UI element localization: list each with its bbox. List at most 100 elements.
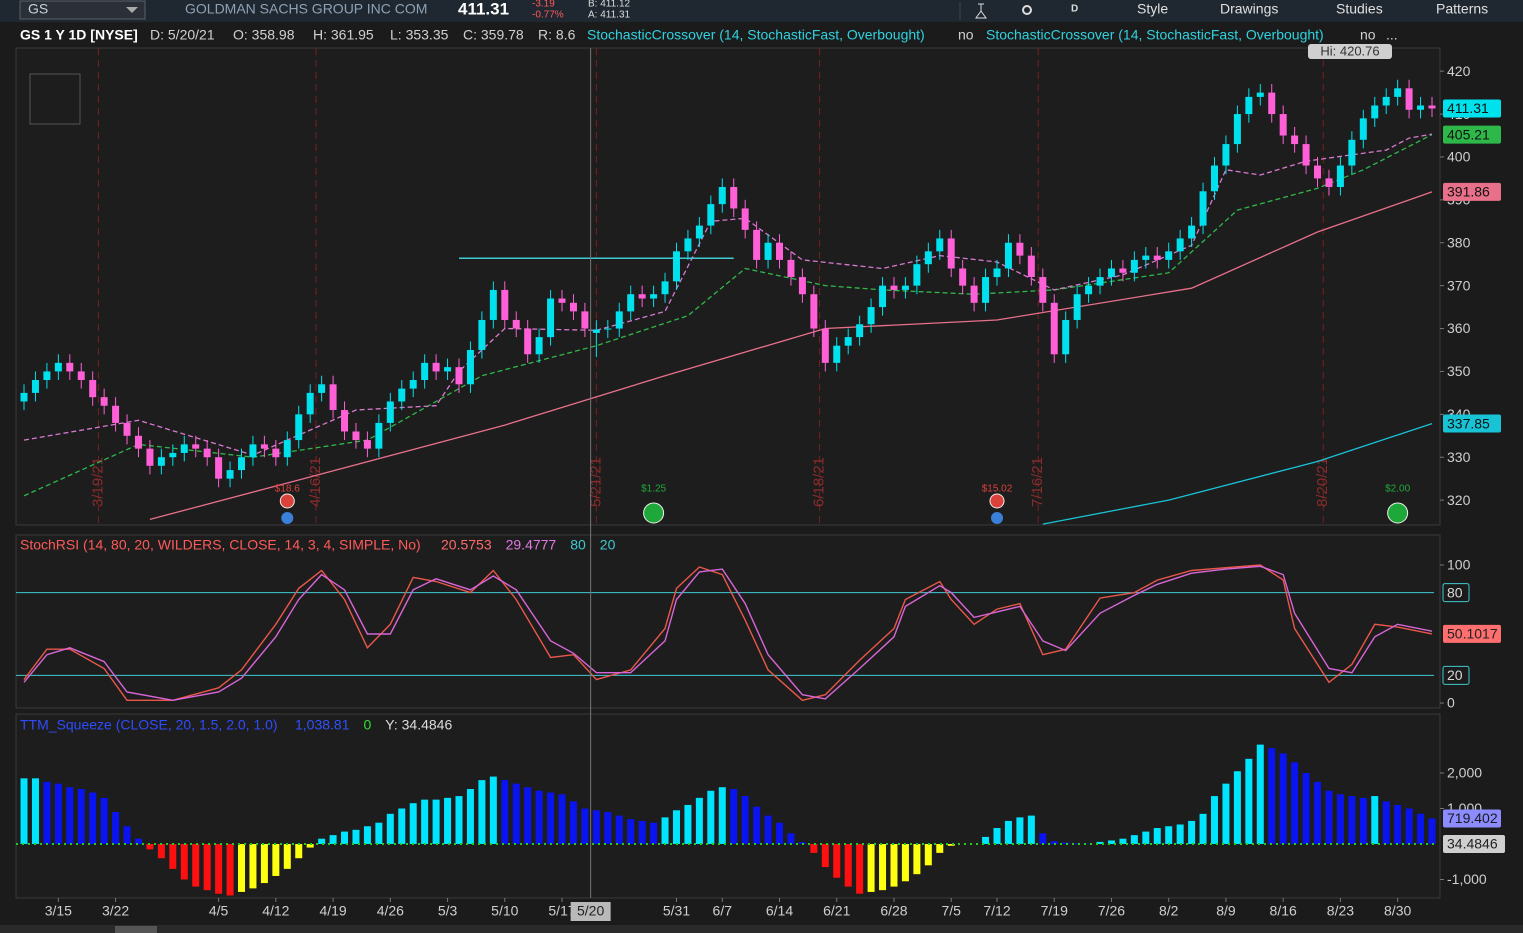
candle-body	[226, 470, 234, 479]
candle-body	[295, 414, 303, 441]
histogram-bar	[386, 813, 394, 845]
studies-button[interactable]: Studies	[1336, 1, 1383, 17]
candle-body	[982, 277, 990, 303]
y-tick-label: 350	[1447, 363, 1471, 379]
candle-body	[249, 444, 257, 458]
candle-body	[169, 452, 177, 458]
price-panel	[15, 47, 1441, 526]
candle-body	[1325, 178, 1333, 187]
candle-body	[134, 435, 142, 449]
histogram-bar	[123, 826, 131, 845]
value-box	[1443, 809, 1501, 828]
more[interactable]: ...	[1386, 27, 1398, 43]
info-open: O: 358.98	[233, 27, 295, 43]
histogram-bar	[753, 806, 761, 845]
candle-body	[1188, 225, 1196, 239]
candle-body	[260, 444, 268, 449]
last-price: 411.31	[458, 0, 509, 18]
candle-body	[1428, 105, 1436, 109]
histogram-bar	[615, 815, 623, 845]
histogram-bar	[157, 844, 165, 859]
candle-body	[1130, 259, 1138, 273]
y-tick-label: 330	[1447, 449, 1471, 465]
candle-body	[341, 410, 349, 432]
candle-body	[1096, 277, 1104, 286]
info-range: R: 8.6	[538, 27, 576, 43]
candle-body	[203, 448, 211, 458]
histogram-bar	[1096, 841, 1104, 845]
histogram-bar	[421, 799, 429, 845]
study-title: TTM_Squeeze (CLOSE, 20, 1.5, 2.0, 1.0)	[20, 717, 278, 733]
candle-body	[638, 294, 646, 299]
candle-body	[1199, 191, 1207, 226]
aggregation[interactable]: D	[1071, 4, 1078, 15]
header-value: 29.4777	[506, 537, 557, 553]
candle-body	[1085, 285, 1093, 295]
stoch-panel	[15, 534, 1441, 709]
scrollbar-thumb[interactable]	[115, 926, 157, 933]
symbol-box[interactable]	[19, 0, 146, 20]
histogram-bar	[672, 810, 680, 845]
candle-body	[867, 307, 875, 325]
flask-icon[interactable]	[975, 3, 987, 19]
histogram-bar	[146, 844, 154, 850]
candle-body	[512, 319, 520, 329]
expiration-label: 5/21/21	[587, 457, 604, 507]
stoch-line	[23, 564, 1433, 702]
histogram-bar	[489, 776, 497, 845]
value-box	[1443, 835, 1505, 854]
candle-body	[329, 384, 337, 411]
candle-body	[306, 392, 314, 415]
candle-body	[1314, 165, 1322, 179]
candle-body	[89, 380, 97, 398]
histogram-bar	[455, 796, 463, 845]
histogram-bar	[478, 780, 486, 845]
histogram-bar	[856, 844, 864, 894]
expiration-label: 3/19/21	[89, 457, 106, 507]
value-box	[1443, 414, 1501, 433]
patterns-button[interactable]: Patterns	[1436, 1, 1488, 17]
candle-body	[661, 281, 669, 295]
histogram-bar	[306, 844, 314, 848]
candle-body	[1153, 255, 1161, 260]
scrollbar[interactable]	[0, 925, 1523, 933]
histogram-bar	[318, 838, 326, 845]
style-button[interactable]: Style	[1137, 1, 1168, 17]
candle-body	[283, 440, 291, 458]
histogram-bar	[890, 844, 898, 887]
x-tick-label: 4/5	[209, 903, 229, 919]
candle-body	[936, 238, 944, 252]
histogram-bar	[844, 844, 852, 887]
candle-body	[592, 329, 600, 333]
histogram-bar	[1050, 841, 1058, 845]
event-label: $2.00	[1385, 484, 1410, 495]
y-tick-label: 0	[1447, 695, 1455, 711]
value-box	[1443, 624, 1501, 643]
event-marker	[989, 493, 1005, 509]
level-label: 20	[1447, 667, 1463, 683]
drawings-button[interactable]: Drawings	[1220, 1, 1278, 17]
histogram-bar	[283, 844, 291, 869]
logo	[29, 73, 81, 125]
candle-body	[215, 457, 223, 479]
header-level: 80	[570, 537, 586, 553]
candle-body	[810, 294, 818, 329]
histogram-bar	[547, 792, 555, 845]
candle-body	[1371, 105, 1379, 119]
candle-body	[123, 422, 131, 436]
candle-body	[947, 238, 955, 269]
hi-label: Hi: 420.76	[1320, 43, 1379, 58]
histogram-bar	[982, 836, 990, 845]
x-tick-label: 4/12	[262, 903, 289, 919]
value-box-label: 719.402	[1447, 810, 1498, 826]
histogram-bar	[638, 820, 646, 845]
candle-body	[1073, 294, 1081, 320]
settings-icon[interactable]	[1022, 5, 1032, 15]
info-date: D: 5/20/21	[150, 27, 215, 43]
x-tick-label: 5/31	[663, 903, 690, 919]
histogram-bar	[764, 815, 772, 845]
histogram-bar	[558, 794, 566, 845]
candle-body	[993, 268, 1001, 278]
candle-body	[1222, 144, 1230, 166]
candle-body	[66, 362, 74, 372]
